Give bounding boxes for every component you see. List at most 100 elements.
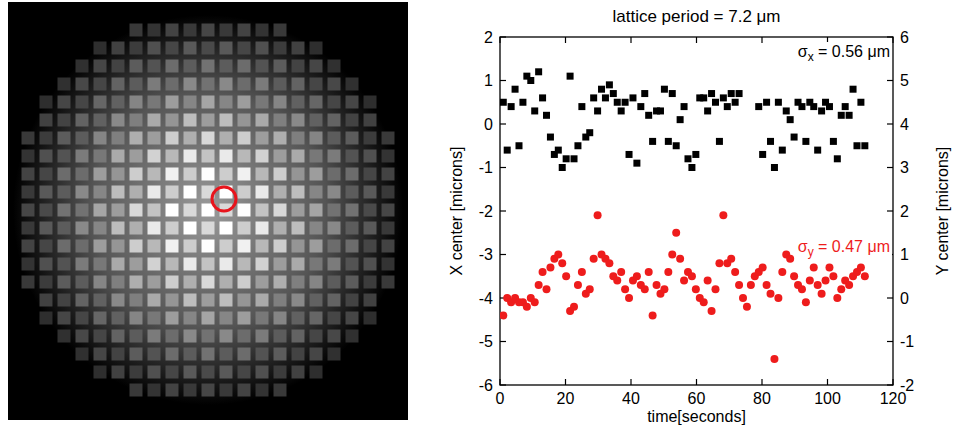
lattice-site xyxy=(292,150,305,163)
lattice-site xyxy=(238,114,251,127)
point xyxy=(554,251,562,259)
point xyxy=(531,107,538,114)
lattice-site xyxy=(148,60,161,73)
lattice-site xyxy=(58,186,71,199)
point xyxy=(767,290,775,298)
lattice-site xyxy=(184,240,197,253)
lattice-site xyxy=(148,348,161,361)
point xyxy=(535,68,542,75)
lattice-site xyxy=(256,168,269,181)
lattice-site xyxy=(256,132,269,145)
lattice-site xyxy=(166,78,179,91)
lattice-site xyxy=(238,96,251,109)
lattice-site xyxy=(328,114,341,127)
lattice-site xyxy=(148,168,161,181)
lattice-site xyxy=(310,366,323,379)
lattice-site xyxy=(76,186,89,199)
point xyxy=(519,99,526,106)
lattice-site xyxy=(112,150,125,163)
y-tick xyxy=(500,384,506,385)
lattice-site xyxy=(184,348,197,361)
lattice-site xyxy=(274,384,287,397)
lattice-site xyxy=(40,240,53,253)
lattice-site xyxy=(310,348,323,361)
point xyxy=(676,255,684,263)
lattice-site xyxy=(238,258,251,271)
lattice-site xyxy=(238,168,251,181)
lattice-site xyxy=(166,258,179,271)
point xyxy=(810,264,818,272)
lattice-site xyxy=(328,186,341,199)
lattice-site xyxy=(364,96,377,109)
lattice-site xyxy=(328,240,341,253)
lattice-site xyxy=(184,24,197,37)
x-tick-top xyxy=(630,37,631,43)
point xyxy=(704,107,711,114)
lattice-site xyxy=(94,132,107,145)
point xyxy=(846,112,853,119)
lattice-site xyxy=(364,186,377,199)
image-glow xyxy=(13,15,403,405)
lattice-site xyxy=(238,42,251,55)
lattice-site xyxy=(364,114,377,127)
lattice-site xyxy=(346,150,359,163)
lattice-site xyxy=(94,186,107,199)
y-tick-label: 1 xyxy=(484,72,493,89)
point xyxy=(649,311,657,319)
lattice-site xyxy=(220,150,233,163)
lattice-site xyxy=(346,240,359,253)
point xyxy=(614,99,621,106)
point xyxy=(672,229,680,237)
lattice-site xyxy=(220,114,233,127)
lattice-site xyxy=(112,222,125,235)
point xyxy=(743,303,751,311)
point xyxy=(523,303,531,311)
lattice-site xyxy=(166,366,179,379)
lattice-site xyxy=(184,384,197,397)
point xyxy=(590,94,597,101)
lattice-site xyxy=(292,258,305,271)
lattice-site xyxy=(292,42,305,55)
lattice-site xyxy=(130,366,143,379)
lattice-site xyxy=(94,204,107,217)
lattice-site xyxy=(184,312,197,325)
point xyxy=(700,298,708,306)
lattice-site xyxy=(364,240,377,253)
lattice-site xyxy=(166,42,179,55)
x-tick-label: 60 xyxy=(688,390,706,407)
point xyxy=(826,103,833,110)
lattice-site xyxy=(274,150,287,163)
lattice-site xyxy=(76,168,89,181)
lattice-site xyxy=(238,312,251,325)
lattice-site xyxy=(328,330,341,343)
point xyxy=(692,151,699,158)
lattice-site xyxy=(130,78,143,91)
lattice-site xyxy=(202,330,215,343)
x-tick xyxy=(761,379,762,385)
lattice-site xyxy=(310,240,323,253)
lattice-site xyxy=(130,330,143,343)
point xyxy=(787,116,794,123)
lattice-site xyxy=(310,114,323,127)
point xyxy=(539,94,546,101)
lattice-site xyxy=(76,276,89,289)
point xyxy=(736,90,743,97)
lattice-site xyxy=(166,114,179,127)
x-tick xyxy=(565,379,566,385)
lattice-site xyxy=(76,60,89,73)
point xyxy=(759,151,766,158)
point xyxy=(555,147,562,154)
y-tick xyxy=(500,167,506,168)
lattice-site xyxy=(202,276,215,289)
x-tick-top xyxy=(565,37,566,43)
lattice-site xyxy=(256,348,269,361)
y2-tick-label: 2 xyxy=(900,203,909,220)
lattice-site xyxy=(94,258,107,271)
lattice-site xyxy=(220,42,233,55)
point xyxy=(669,90,676,97)
lattice-site xyxy=(166,348,179,361)
lattice-site xyxy=(256,186,269,199)
point xyxy=(838,112,845,119)
lattice-site xyxy=(346,204,359,217)
y2-tick-label: 1 xyxy=(900,246,909,263)
